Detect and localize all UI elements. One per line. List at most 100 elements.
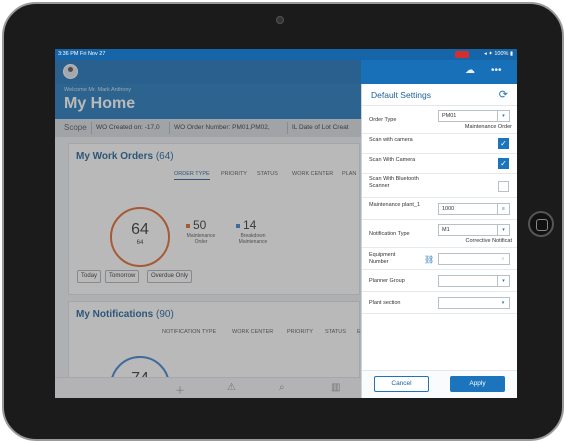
order-type-value: PM01 bbox=[442, 113, 457, 119]
work-orders-title: My Work Orders (64) bbox=[76, 151, 174, 162]
plant-section-row: Plant section ▾ bbox=[362, 292, 517, 314]
order-type-label: Order Type bbox=[369, 117, 397, 123]
equipment-input[interactable]: ⌕ bbox=[438, 253, 510, 265]
scan-camera-row: Scan with camera ✓ bbox=[362, 134, 517, 154]
scan-camera-label: Scan with camera bbox=[369, 137, 413, 143]
chevron-down-icon: ▾ bbox=[497, 111, 509, 121]
order-type-row: Order Type PM01 ▾ Maintenance Order bbox=[362, 106, 517, 134]
panel-footer: Cancel Apply bbox=[362, 370, 517, 398]
notification-type-select[interactable]: M1 ▾ bbox=[438, 224, 510, 236]
scope-chip[interactable]: IL Date of Lot Creat bbox=[287, 122, 353, 134]
tab-planner[interactable]: PLAN bbox=[342, 171, 357, 177]
search-icon: ⌕ bbox=[501, 256, 505, 262]
scope-label: Scope bbox=[64, 123, 87, 132]
home-button[interactable] bbox=[528, 211, 554, 237]
modal-overlay[interactable] bbox=[55, 60, 361, 398]
planner-group-label: Planner Group bbox=[369, 278, 405, 284]
donut-total-sub: 64 bbox=[136, 240, 144, 246]
tab-work-center[interactable]: WORK CENTER bbox=[292, 171, 334, 177]
tab-work-center[interactable]: WORK CENTER bbox=[232, 329, 274, 335]
cloud-sync-icon[interactable]: ☁ bbox=[465, 65, 475, 76]
recording-badge bbox=[455, 51, 469, 58]
planner-group-select[interactable]: ▾ bbox=[438, 275, 510, 287]
scan-bluetooth-row: Scan With Bluetooth Scanner bbox=[362, 174, 517, 198]
status-bar: 3:36 PM Fri Nov 27 ◂ ✦ 100% ▮ bbox=[55, 49, 517, 60]
status-battery: ◂ ✦ 100% ▮ bbox=[483, 51, 513, 57]
plant-row: Maintenance plant_1 1000 ≡ bbox=[362, 198, 517, 220]
notifications-count: (90) bbox=[156, 309, 174, 320]
stat-maintenance-order[interactable]: 50 bbox=[186, 218, 206, 232]
notification-type-value: M1 bbox=[442, 227, 450, 233]
more-icon[interactable]: ••• bbox=[491, 65, 502, 76]
legend-swatch bbox=[236, 223, 240, 228]
stat-value: 14 bbox=[243, 218, 257, 232]
stat-breakdown[interactable]: 14 bbox=[236, 218, 256, 232]
filter-today-button[interactable]: Today bbox=[77, 270, 102, 283]
add-icon[interactable]: ＋ bbox=[175, 386, 185, 397]
status-time: 3:36 PM Fri Nov 27 bbox=[58, 51, 106, 57]
tab-priority[interactable]: PRIORITY bbox=[287, 329, 313, 335]
list-icon: ≡ bbox=[497, 204, 509, 214]
tab-priority[interactable]: PRIORITY bbox=[221, 171, 247, 177]
welcome-text: Welcome Mr. Mark Anthony bbox=[64, 87, 132, 93]
legend-swatch bbox=[186, 223, 190, 228]
tab-status[interactable]: STATUS bbox=[325, 329, 346, 335]
scan-bluetooth-checkbox[interactable] bbox=[498, 181, 509, 192]
plant-value: 1000 bbox=[442, 206, 455, 212]
work-orders-count: (64) bbox=[155, 151, 174, 162]
work-orders-card: My Work Orders (64) ORDER TYPE PRIORITY … bbox=[68, 143, 360, 295]
stat-value: 50 bbox=[193, 218, 207, 232]
scan-with-camera-row: Scan With Camera ✓ bbox=[362, 154, 517, 174]
bottom-toolbar: ＋ ⚠ ⌕ ▥ bbox=[55, 377, 361, 398]
warning-icon[interactable]: ⚠ bbox=[227, 382, 236, 393]
scope-bar: Scope WO Created on: -17,0 WO Order Numb… bbox=[55, 119, 361, 137]
tab-notification-type[interactable]: NOTIFICATION TYPE bbox=[162, 329, 217, 335]
cancel-button[interactable]: Cancel bbox=[374, 376, 429, 392]
scan-camera-checkbox[interactable]: ✓ bbox=[498, 138, 509, 149]
work-orders-donut[interactable]: 64 64 bbox=[110, 207, 170, 267]
stat-label: Breakdown Maintenance bbox=[238, 233, 268, 245]
filter-overdue-button[interactable]: Overdue Only bbox=[147, 270, 193, 283]
order-type-select[interactable]: PM01 ▾ bbox=[438, 110, 510, 122]
chevron-down-icon: ▾ bbox=[501, 300, 505, 306]
stat-label: Maintenance Order bbox=[186, 233, 216, 245]
plant-label: Maintenance plant_1 bbox=[369, 202, 421, 208]
camera-icon bbox=[276, 16, 284, 24]
tab-status[interactable]: STATUS bbox=[257, 171, 278, 177]
notification-type-description: Corrective Notificat bbox=[465, 238, 512, 244]
equipment-row: Equipment Number ⛓ ⌕ bbox=[362, 248, 517, 270]
plant-field[interactable]: 1000 ≡ bbox=[438, 203, 510, 215]
refresh-icon[interactable]: ⟳ bbox=[498, 89, 508, 101]
default-settings-panel: Default Settings ⟳ Order Type PM01 ▾ Mai… bbox=[361, 84, 517, 398]
hierarchy-icon[interactable]: ⛓ bbox=[424, 255, 435, 264]
apply-button[interactable]: Apply bbox=[450, 376, 505, 392]
scope-chip[interactable]: WO Created on: -17,0 bbox=[91, 122, 164, 134]
tab-more[interactable]: E bbox=[357, 329, 361, 335]
scan-with-camera-checkbox[interactable]: ✓ bbox=[498, 158, 509, 169]
scan-bluetooth-label: Scan With Bluetooth Scanner bbox=[369, 176, 419, 189]
page-title: My Home bbox=[64, 95, 136, 112]
scan-with-camera-label: Scan With Camera bbox=[369, 157, 416, 163]
work-orders-title-text: My Work Orders bbox=[76, 151, 154, 162]
order-type-description: Maintenance Order bbox=[464, 124, 512, 130]
search-icon[interactable]: ⌕ bbox=[279, 382, 285, 393]
notification-type-label: Notification Type bbox=[369, 231, 410, 237]
panel-header: Default Settings ⟳ bbox=[362, 84, 517, 106]
app-bar: ☁ ••• bbox=[55, 60, 517, 84]
tab-order-type[interactable]: ORDER TYPE bbox=[174, 171, 210, 180]
plant-section-select[interactable]: ▾ bbox=[438, 297, 510, 309]
panel-title: Default Settings bbox=[371, 90, 432, 100]
donut-total: 64 bbox=[131, 221, 149, 238]
plant-section-label: Plant section bbox=[369, 300, 401, 306]
equipment-label: Equipment Number bbox=[369, 252, 396, 265]
chevron-down-icon: ▾ bbox=[497, 225, 509, 235]
hero-header: Welcome Mr. Mark Anthony My Home bbox=[55, 84, 361, 119]
filter-tomorrow-button[interactable]: Tomorrow bbox=[105, 270, 140, 283]
notifications-title: My Notifications (90) bbox=[76, 309, 174, 320]
scope-chip[interactable]: WO Order Number: PM01,PM02, bbox=[169, 122, 274, 134]
chevron-down-icon: ▾ bbox=[497, 276, 509, 286]
notifications-title-text: My Notifications bbox=[76, 309, 154, 320]
avatar[interactable] bbox=[63, 64, 78, 79]
factory-icon[interactable]: ▥ bbox=[331, 382, 341, 393]
